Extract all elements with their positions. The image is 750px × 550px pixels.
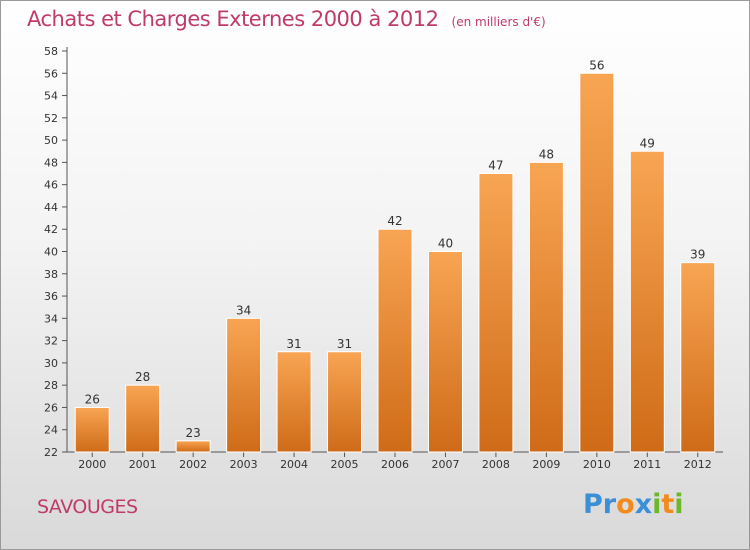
logo-letter: o — [616, 489, 635, 520]
x-tick-label: 2001 — [129, 458, 157, 471]
y-tick-label: 26 — [44, 401, 58, 414]
axes: 22 24 26 28 30 32 34 36 38 40 42 44 46 48 50 52 54 56 58 20… — [44, 45, 723, 471]
y-tick-label: 52 — [44, 112, 58, 125]
y-tick-label: 42 — [44, 223, 58, 236]
bar — [377, 228, 413, 453]
x-tick-label: 2008 — [482, 458, 510, 471]
y-tick-label: 58 — [44, 45, 58, 58]
y-tick-label: 40 — [44, 246, 58, 259]
y-tick-label: 34 — [44, 312, 58, 325]
y-tick-label: 56 — [44, 67, 58, 80]
bar — [629, 150, 665, 453]
y-tick-label: 32 — [44, 335, 58, 348]
bar-value-label: 34 — [236, 303, 251, 317]
y-tick-label: 28 — [44, 379, 58, 392]
bars — [74, 72, 716, 453]
x-tick-label: 2012 — [684, 458, 712, 471]
x-tick-label: 2010 — [583, 458, 611, 471]
bar — [276, 351, 312, 453]
y-tick-label: 46 — [44, 179, 58, 192]
bar-value-label: 23 — [186, 426, 201, 440]
bar — [528, 161, 564, 453]
bar — [327, 351, 363, 453]
x-tick-label: 2003 — [230, 458, 258, 471]
title-row: Achats et Charges Externes 2000 à 2012 (… — [27, 7, 546, 31]
x-tick-label: 2007 — [431, 458, 459, 471]
logo-letter: i — [674, 489, 684, 520]
y-tick-label: 30 — [44, 357, 58, 370]
bar-value-label: 28 — [135, 370, 150, 384]
y-tick-label: 50 — [44, 134, 58, 147]
logo-letter: i — [652, 489, 662, 520]
x-tick-label: 2006 — [381, 458, 409, 471]
y-tick-label: 24 — [44, 424, 58, 437]
bar — [226, 317, 262, 453]
bar — [478, 173, 514, 453]
chart-unit: (en milliers d'€) — [451, 15, 546, 29]
bar — [74, 406, 110, 453]
proxiti-logo[interactable]: Proxiti — [583, 489, 684, 520]
x-tick-label: 2011 — [633, 458, 661, 471]
bar — [125, 384, 161, 453]
bar — [175, 440, 211, 453]
logo-letter: x — [634, 489, 653, 520]
x-tick-label: 2009 — [532, 458, 560, 471]
bar-value-label: 49 — [640, 136, 655, 150]
commune-name: SAVOUGES — [37, 496, 138, 518]
logo-letter: r — [602, 489, 617, 520]
bar-value-label: 39 — [690, 248, 705, 262]
y-tick-label: 44 — [44, 201, 58, 214]
y-tick-label: 22 — [44, 446, 58, 459]
bar — [427, 251, 463, 453]
bar-value-label: 48 — [539, 147, 554, 161]
x-tick-label: 2005 — [331, 458, 359, 471]
bar-chart: 22 24 26 28 30 32 34 36 38 40 42 44 46 48 50 52 54 56 58 20… — [44, 45, 723, 471]
y-tick-label: 36 — [44, 290, 58, 303]
data-labels: 26 28 23 34 31 31 42 40 47 48 56 49 39 — [85, 58, 706, 440]
x-tick-label: 2000 — [78, 458, 106, 471]
bar-value-label: 56 — [589, 58, 604, 72]
bar-value-label: 31 — [286, 337, 301, 351]
logo-letter: t — [661, 489, 675, 520]
bar-value-label: 31 — [337, 337, 352, 351]
y-tick-label: 38 — [44, 268, 58, 281]
bar-value-label: 42 — [387, 214, 402, 228]
logo-letter: P — [583, 489, 603, 520]
x-tick-label: 2002 — [179, 458, 207, 471]
chart-title: Achats et Charges Externes 2000 à 2012 — [27, 7, 439, 31]
bar — [680, 262, 716, 453]
bar-value-label: 26 — [85, 392, 100, 406]
bar — [579, 72, 615, 453]
y-tick-label: 48 — [44, 156, 58, 169]
x-tick-label: 2004 — [280, 458, 308, 471]
bar-value-label: 40 — [438, 237, 453, 251]
bar-value-label: 47 — [488, 159, 503, 173]
y-tick-label: 54 — [44, 90, 58, 103]
